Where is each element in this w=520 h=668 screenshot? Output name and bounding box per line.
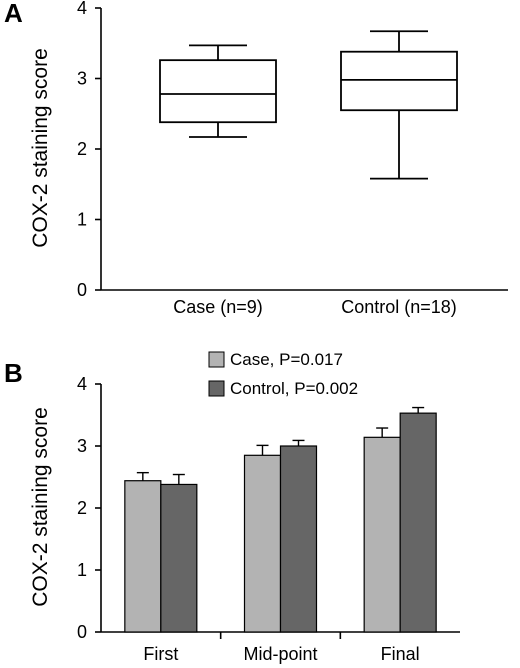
- panel-b-y-tick-label: 1: [77, 560, 87, 580]
- panel-a-letter: A: [4, 0, 23, 28]
- panel-a-y-tick-label: 0: [77, 280, 87, 300]
- panel-b-category-label: First: [143, 644, 178, 664]
- panel-b-category-label: Mid-point: [243, 644, 317, 664]
- legend-label: Control, P=0.002: [230, 379, 358, 398]
- panel-b-legend: Case, P=0.017 Control, P=0.002: [208, 350, 358, 398]
- panel-a-y-tick-label: 3: [77, 69, 87, 89]
- panel-a-y-tick-label: 2: [77, 139, 87, 159]
- panel-a-category-label: Control (n=18): [341, 297, 457, 317]
- panel-a-box: [159, 44, 277, 138]
- legend-swatch: [208, 380, 225, 397]
- legend-label: Case, P=0.017: [230, 350, 343, 369]
- bar-control: [399, 412, 437, 633]
- bar-case: [363, 436, 401, 633]
- panel-b-y-tick-label: 0: [77, 622, 87, 642]
- bar-case: [243, 454, 282, 633]
- panel-b-y-tick-label: 4: [77, 374, 87, 394]
- bar-case: [124, 480, 162, 633]
- panel-a-y-axis-label: COX-2 staining score: [29, 48, 52, 248]
- panel-b-bars: [124, 406, 437, 633]
- panel-a-category-labels: Case (n=9) Control (n=18): [173, 297, 457, 317]
- panel-a-category-label: Case (n=9): [173, 297, 263, 317]
- panel-b-y-tick-label: 2: [77, 498, 87, 518]
- panel-a-y-tick-label: 1: [77, 210, 87, 230]
- panel-b-y-axis-label: COX-2 staining score: [29, 407, 52, 607]
- legend-swatch: [208, 351, 225, 368]
- box-body: [340, 50, 458, 112]
- panel-b-y-tick-label: 3: [77, 436, 87, 456]
- panel-b-category-labels: First Mid-point Final: [143, 644, 419, 664]
- panel-a-boxes: [159, 30, 458, 180]
- panel-a-y-tick-label: 4: [77, 0, 87, 18]
- box-body: [159, 59, 277, 124]
- panel-a-box: [340, 30, 458, 180]
- panel-b: B COX-2 staining score Case, P=0.017 Cont…: [4, 350, 460, 664]
- panel-b-letter: B: [4, 358, 23, 388]
- panel-a-axes: [100, 8, 508, 291]
- panel-b-category-label: Final: [381, 644, 420, 664]
- bar-control: [160, 483, 198, 633]
- panel-a-y-ticks: 0 1 2 3 4: [77, 0, 101, 300]
- bar-control: [279, 445, 318, 633]
- panel-b-y-ticks: 0 1 2 3 4: [77, 374, 342, 642]
